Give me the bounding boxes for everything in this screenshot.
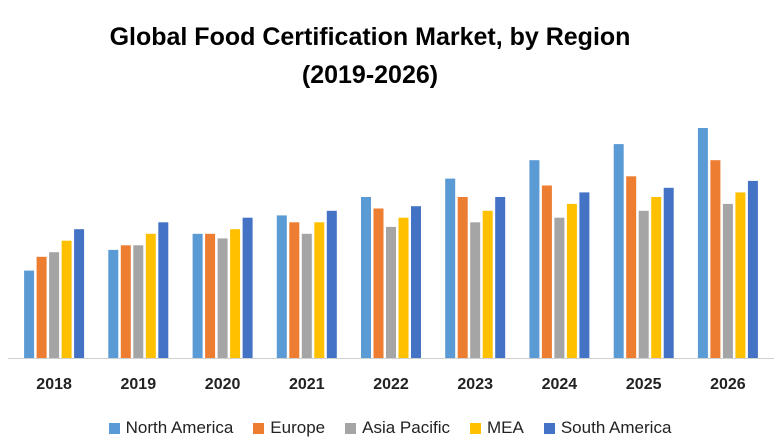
bar-asia-pacific-2024 [554,217,565,358]
legend-swatch [543,422,555,434]
bar-south-america-2024 [579,192,590,358]
legend-swatch [108,422,120,434]
bar-south-america-2023 [495,197,506,358]
legend-swatch [470,422,481,434]
bar-asia-pacific-2021 [301,233,312,358]
bar-north-america-2019 [108,249,119,358]
bar-asia-pacific-2019 [133,245,144,358]
chart-legend: North America Europe Asia Pacific MEA South … [0,416,780,440]
x-tick-label: 2020 [205,376,241,393]
bar-north-america-2022 [361,197,371,358]
bar-north-america-2021 [276,215,287,358]
legend-item-europe: Europe [253,418,325,438]
bar-mea-2024 [566,203,577,358]
bar-europe-2020 [205,233,216,358]
x-tick-label: 2025 [626,376,662,393]
legend-item-north-america: North America [108,418,234,438]
x-tick-label: 2018 [36,376,72,393]
bar-asia-pacific-2026 [722,203,733,358]
chart-title: Global Food Certification Market, by Reg… [0,18,740,94]
legend-label: MEA [487,418,524,437]
legend-label: North America [125,418,234,437]
bar-mea-2018 [61,240,72,358]
bar-north-america-2018 [24,270,35,358]
legend-swatch [253,422,265,434]
bar-europe-2018 [36,256,47,358]
bar-south-america-2020 [242,217,253,358]
bar-north-america-2025 [613,144,624,358]
bar-europe-2024 [541,185,552,358]
bar-north-america-2020 [192,233,203,358]
bar-asia-pacific-2025 [638,210,649,358]
bar-europe-2022 [373,208,384,358]
bar-south-america-2026 [747,180,758,358]
bar-south-america-2021 [326,210,337,358]
legend-label: Europe [270,418,326,437]
legend-item-asia-pacific: Asia Pacific [345,418,450,438]
bar-mea-2022 [398,217,409,358]
x-tick-label: 2022 [373,376,409,393]
chart-title-line-1: Global Food Certification Market, by Reg… [109,23,631,51]
bar-europe-2021 [289,222,300,358]
bar-mea-2026 [735,192,746,358]
bar-europe-2026 [710,160,721,358]
bar-europe-2023 [457,197,468,358]
x-tick-label: 2026 [710,376,746,393]
bar-south-america-2022 [411,206,421,358]
x-tick-label: 2023 [457,376,493,393]
x-tick-label: 2021 [289,376,325,393]
x-tick-label: 2024 [542,376,578,393]
bar-mea-2023 [482,210,493,358]
x-tick-label: 2019 [121,376,157,393]
bar-south-america-2018 [74,229,85,358]
legend-label: South America [560,418,672,437]
bar-mea-2020 [230,229,241,358]
bar-south-america-2025 [663,187,674,358]
legend-item-south-america: South America [543,418,672,438]
bar-south-america-2019 [158,222,169,358]
chart-title-line-2: (2019-2026) [301,61,439,89]
bar-europe-2025 [626,176,637,358]
bar-mea-2025 [651,197,662,358]
bar-north-america-2024 [529,160,540,358]
bar-north-america-2026 [697,128,708,358]
bar-asia-pacific-2018 [49,252,60,358]
bar-north-america-2023 [445,178,456,358]
bar-mea-2021 [314,222,325,358]
bar-asia-pacific-2022 [386,226,396,358]
bar-asia-pacific-2020 [217,238,228,358]
legend-swatch [345,422,357,434]
legend-label: Asia Pacific [362,418,450,437]
bar-europe-2019 [120,245,131,358]
legend-item-mea: MEA [470,418,524,438]
bar-mea-2019 [145,233,156,358]
bar-asia-pacific-2023 [470,222,481,358]
